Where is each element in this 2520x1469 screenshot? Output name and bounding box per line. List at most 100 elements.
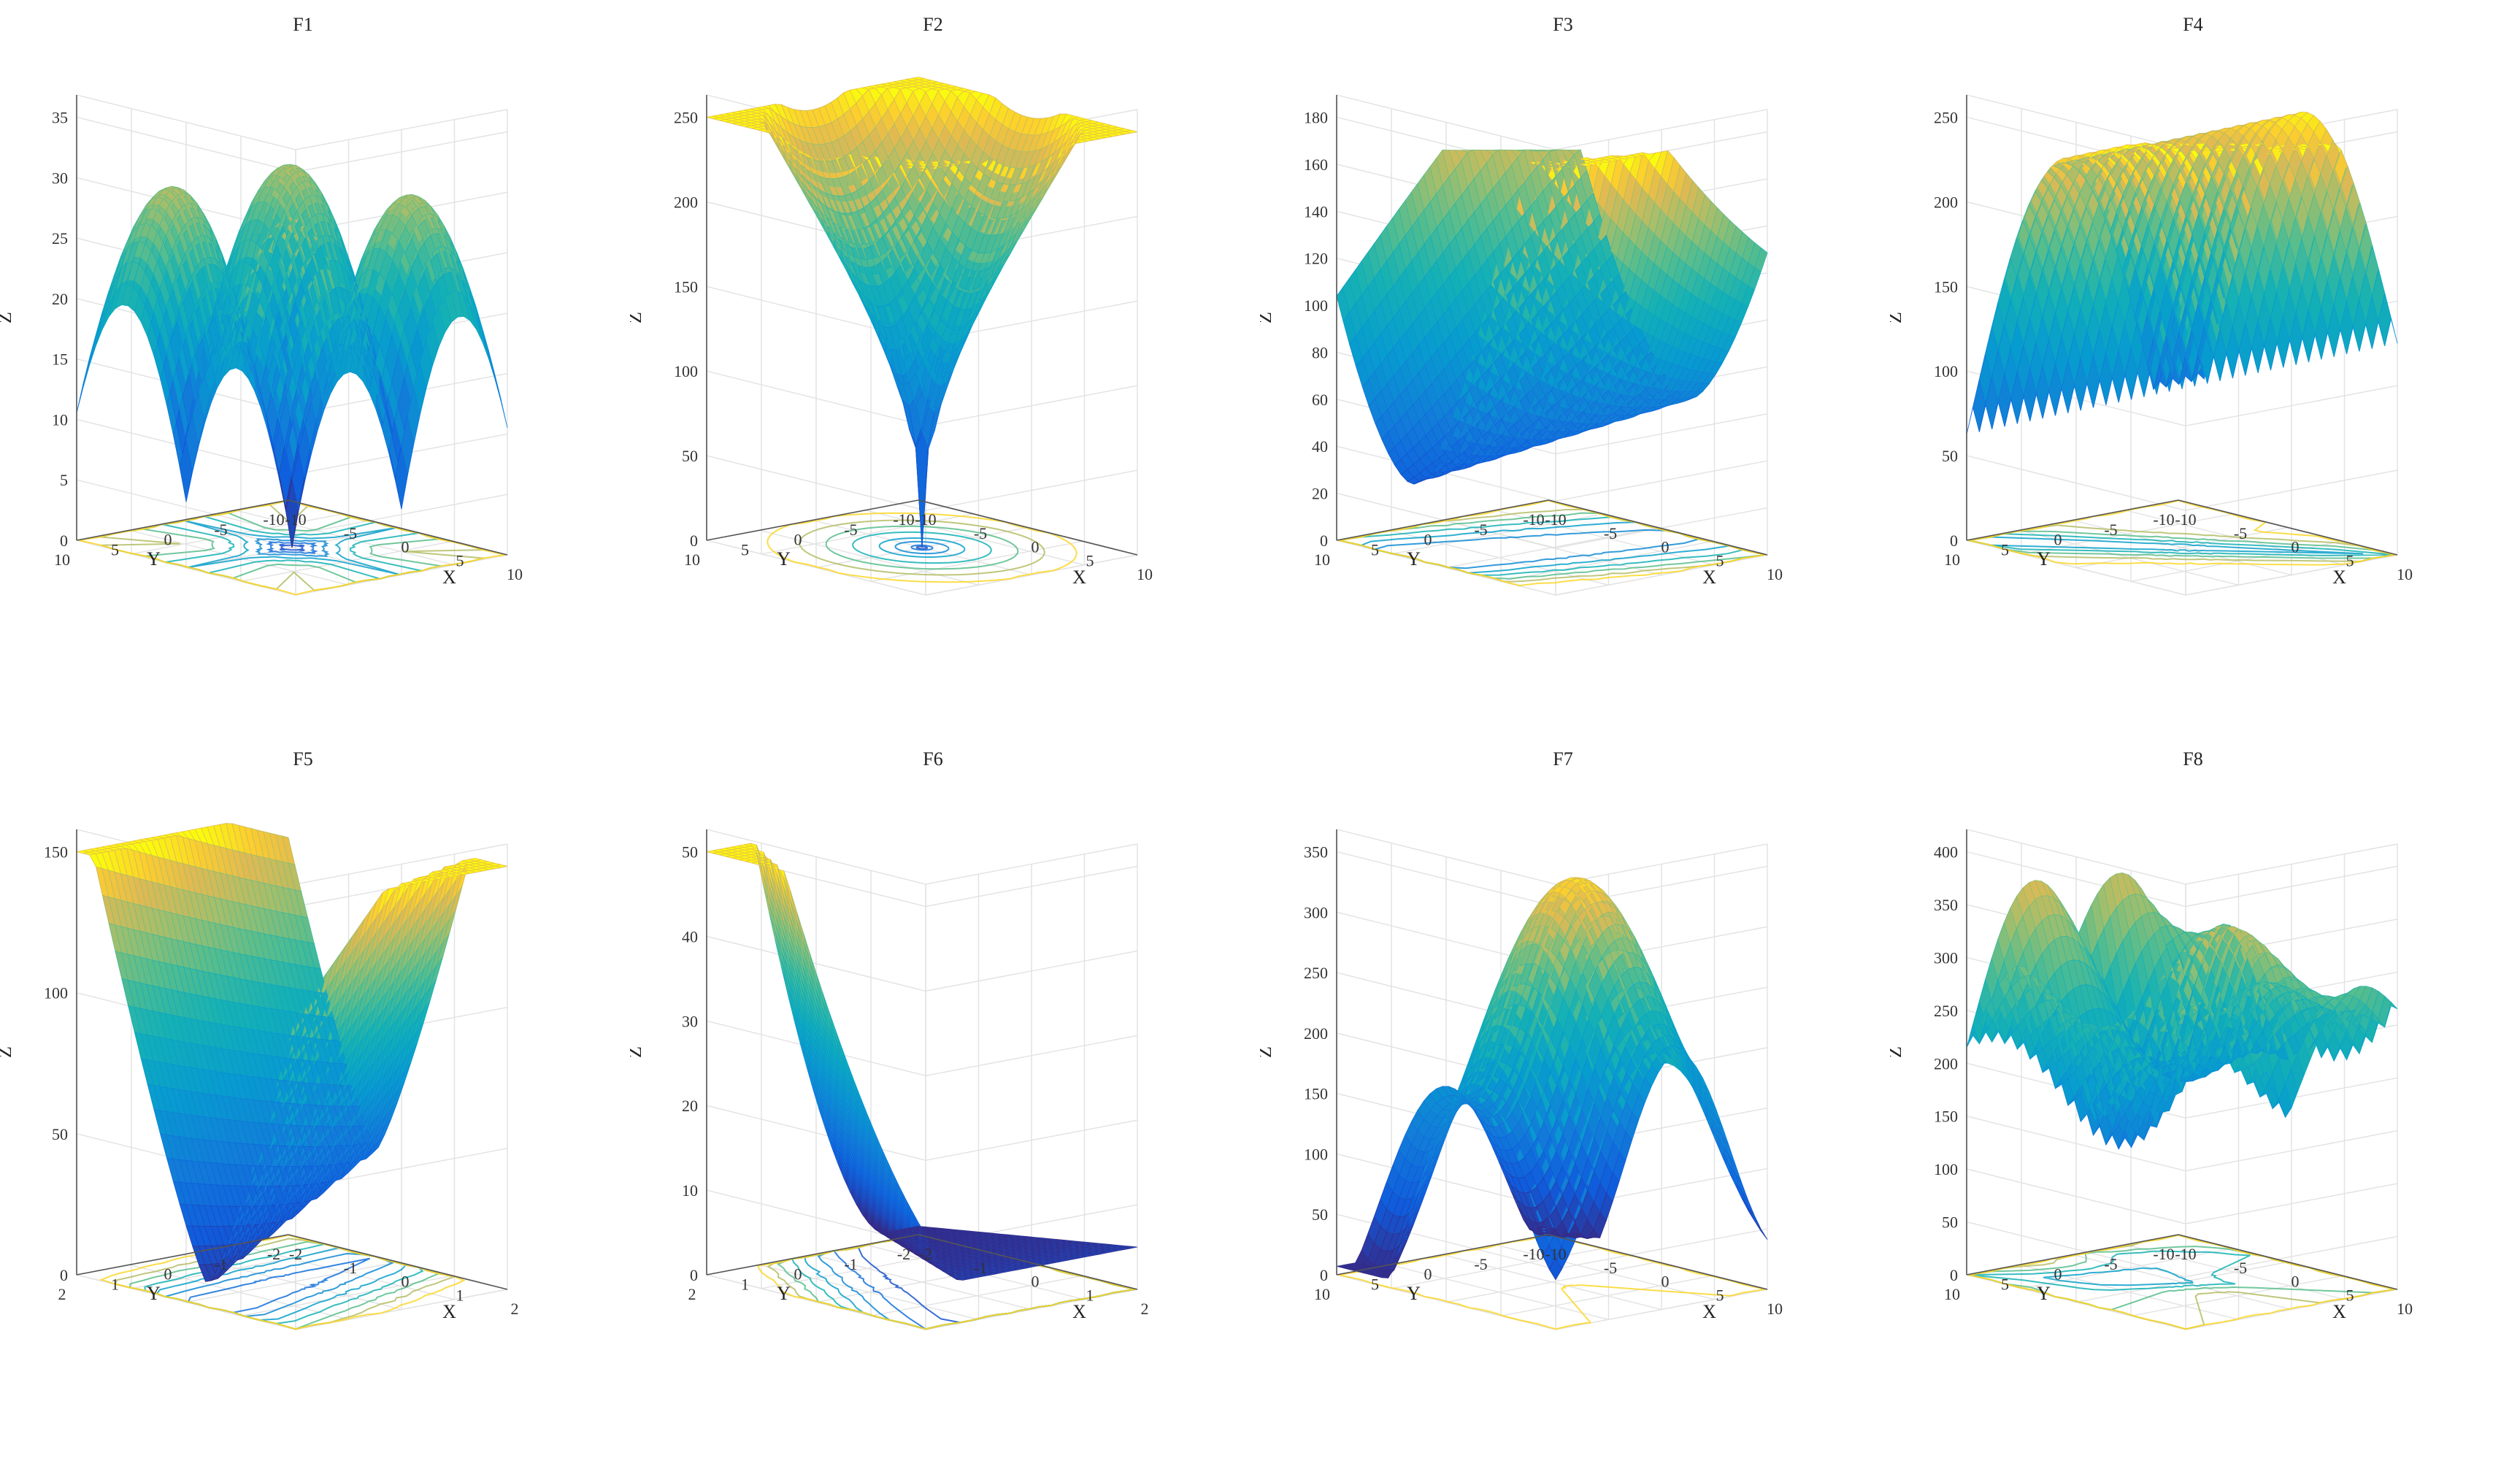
x-tick-label: -5 <box>2234 524 2247 542</box>
y-tick-label: 5 <box>1371 540 1379 559</box>
x-tick-label: -2 <box>919 1245 932 1263</box>
x-axis-label: X <box>2332 567 2346 588</box>
y-axis-label: Y <box>1407 548 1421 569</box>
z-tick-label: 35 <box>52 109 68 127</box>
z-tick-label: 60 <box>1312 391 1328 409</box>
x-axis-label: X <box>442 1301 456 1322</box>
y-tick-label: 0 <box>794 1265 802 1284</box>
z-tick-label: 0 <box>690 1266 698 1284</box>
z-tick-label: 0 <box>1950 532 1958 550</box>
y-axis-label: Y <box>1407 1283 1421 1304</box>
x-tick-label: 2 <box>1141 1300 1149 1318</box>
z-tick-label: 50 <box>682 843 698 862</box>
z-tick-label: 20 <box>1312 485 1328 503</box>
y-tick-label: -10 <box>263 510 284 529</box>
x-tick-label: -10 <box>2175 1245 2196 1263</box>
y-tick-label: 0 <box>2054 1265 2062 1284</box>
surface-mesh <box>706 77 1138 548</box>
x-tick-label: 2 <box>511 1300 519 1318</box>
y-tick-label: 5 <box>741 540 749 559</box>
z-tick-label: 15 <box>52 350 68 369</box>
y-tick-label: 10 <box>54 551 70 569</box>
y-tick-label: -10 <box>893 510 914 529</box>
subplot-f3: -10 -5 0 5 10 -10 -5 0 5 10 0 20 40 60 80 100 120 140 160 1… <box>1260 0 1890 734</box>
x-tick-label: 10 <box>2397 1300 2413 1318</box>
x-tick-label: -2 <box>289 1245 302 1263</box>
z-tick-label: 40 <box>682 927 698 946</box>
z-tick-label: 50 <box>1942 447 1958 465</box>
x-axis-label: X <box>1072 567 1086 588</box>
y-tick-label: -10 <box>2153 1245 2174 1263</box>
z-tick-label: 5 <box>60 471 68 489</box>
x-tick-label: 10 <box>1767 1300 1783 1318</box>
surface-mesh <box>76 164 508 548</box>
z-tick-label: 0 <box>1950 1266 1958 1284</box>
z-tick-label: 350 <box>1934 896 1958 914</box>
x-tick-label: 0 <box>402 1273 410 1291</box>
z-tick-label: 200 <box>1934 193 1958 211</box>
y-axis-label: Y <box>777 1283 791 1304</box>
z-axis-label: Z <box>0 312 15 323</box>
z-tick-label: 20 <box>682 1097 698 1115</box>
y-tick-label: -5 <box>214 521 227 539</box>
y-axis-label: Y <box>777 548 791 569</box>
z-axis-label: Z <box>1260 312 1275 323</box>
y-tick-label: 5 <box>111 540 119 559</box>
y-tick-label: -5 <box>1474 521 1487 539</box>
x-tick-label: 10 <box>507 565 523 583</box>
x-tick-label: -5 <box>1604 1259 1617 1277</box>
z-tick-label: 30 <box>682 1012 698 1030</box>
z-tick-label: 150 <box>1934 1108 1958 1126</box>
z-axis-label: Z <box>630 312 645 323</box>
z-axis-label: Z <box>1890 1046 1905 1058</box>
z-tick-label: 160 <box>1304 156 1328 174</box>
y-tick-label: 0 <box>1424 531 1432 549</box>
subplot-title: F1 <box>293 14 312 35</box>
z-tick-label: 300 <box>1304 903 1328 921</box>
z-tick-label: 200 <box>674 193 698 211</box>
x-tick-label: -5 <box>974 524 987 542</box>
y-axis-label: Y <box>147 1283 161 1304</box>
subplot-title: F6 <box>923 748 942 770</box>
y-tick-label: -10 <box>2153 510 2174 529</box>
surface-plot-f8: -10-50510-10-505100501001502002503003504… <box>1890 748 2413 1330</box>
z-tick-label: 10 <box>52 410 68 429</box>
contour-lines <box>99 1234 466 1330</box>
z-tick-label: 200 <box>1934 1054 1958 1073</box>
z-tick-label: 100 <box>674 362 698 380</box>
y-tick-label: -5 <box>1474 1255 1487 1273</box>
x-tick-label: 1 <box>1086 1286 1094 1304</box>
x-tick-label: -5 <box>1604 524 1617 542</box>
z-tick-label: 50 <box>1942 1213 1958 1232</box>
z-tick-label: 40 <box>1312 437 1328 456</box>
surface-mesh <box>1336 877 1768 1281</box>
z-tick-label: 100 <box>1304 1145 1328 1163</box>
y-tick-label: -1 <box>214 1255 227 1273</box>
y-tick-label: 2 <box>688 1285 696 1303</box>
y-tick-label: 10 <box>1944 551 1960 569</box>
z-tick-label: 250 <box>1934 1002 1958 1020</box>
z-tick-label: 200 <box>1304 1024 1328 1043</box>
surface-plot-f7: -10-50510-10-50510050100150200250300350X… <box>1260 748 1783 1330</box>
x-tick-label: 0 <box>2292 1273 2300 1291</box>
subplot-f8: -10 -5 0 5 10 -10 -5 0 5 10 0 50 100 150 200 250 300 350 4… <box>1890 734 2520 1469</box>
y-tick-label: 5 <box>2001 540 2009 559</box>
z-tick-label: 20 <box>52 290 68 308</box>
y-tick-label: 1 <box>111 1275 119 1293</box>
y-axis-label: Y <box>2037 548 2051 569</box>
z-tick-label: 30 <box>52 169 68 187</box>
z-tick-label: 0 <box>690 532 698 550</box>
x-tick-label: -1 <box>344 1259 357 1277</box>
y-tick-label: -5 <box>844 521 857 539</box>
z-axis-label: Z <box>1890 312 1905 323</box>
y-tick-label: 0 <box>164 1265 172 1284</box>
x-tick-label: 5 <box>1086 551 1094 569</box>
x-tick-label: -10 <box>915 510 936 529</box>
